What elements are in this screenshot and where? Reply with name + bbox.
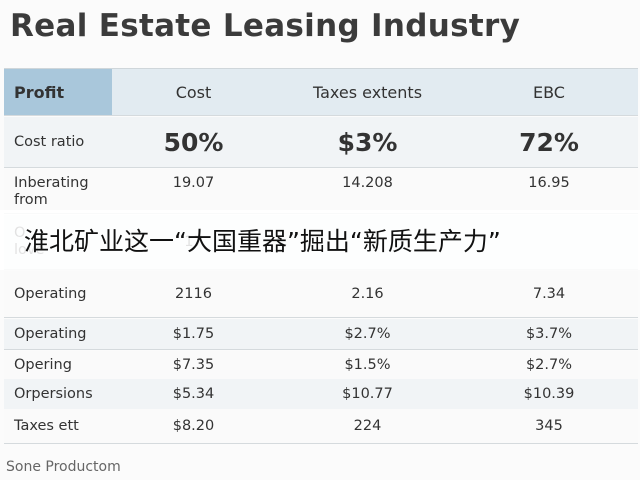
table-cell: 50% — [163, 127, 224, 157]
table-cell: Inberating from — [14, 175, 89, 208]
table-cell: $8.20 — [172, 418, 215, 434]
header-cell: Taxes extents — [312, 82, 423, 102]
header-cell: Profit — [4, 69, 112, 115]
table-cell: 14.208 — [342, 175, 393, 191]
table-row: Operating 2116 2.16 7.34 — [4, 271, 638, 318]
table-cell: Operating — [14, 325, 87, 342]
table-row: Inberating from 19.07 14.208 16.95 — [4, 169, 638, 214]
table-cell: $10.77 — [342, 386, 393, 402]
table-cell: 2.16 — [351, 286, 384, 302]
table-cell: $2.7% — [525, 357, 573, 373]
header-row: Profit Cost Taxes extents EBC — [4, 69, 638, 116]
table-cell: $3% — [337, 127, 398, 157]
header-cell: EBC — [533, 82, 565, 102]
table-row: Cost ratio 50% $3% 72% — [4, 117, 638, 168]
table-cell: $2.7% — [344, 326, 391, 342]
table-cell: 224 — [353, 418, 382, 434]
table-cell: $5.34 — [172, 386, 215, 402]
table-cell: $10.39 — [523, 386, 575, 402]
table-cell: 72% — [519, 127, 579, 157]
table-cell: Cost ratio — [14, 133, 85, 150]
title: Real Estate Leasing Industry — [10, 8, 521, 44]
table-cell: $1.75 — [172, 326, 215, 342]
table-row: Opering $7.35 $1.5% $2.7% — [4, 351, 638, 380]
table-cell: $3.7% — [525, 326, 573, 342]
table-cell: Opering — [14, 356, 72, 373]
table-cell: $1.5% — [344, 357, 391, 373]
table-cell: 7.34 — [532, 286, 566, 302]
header-cell: Cost — [175, 82, 212, 102]
table-cell: Operating — [14, 285, 87, 302]
table-row: Operating $1.75 $2.7% $3.7% — [4, 319, 638, 350]
table-cell: 345 — [535, 418, 563, 434]
table-cell: 16.95 — [528, 175, 570, 191]
table-row: Orpersions $5.34 $10.77 $10.39 — [4, 379, 638, 410]
table-row: Taxes ett $8.20 224 345 — [4, 409, 638, 444]
footer: Sone Productom — [6, 459, 121, 475]
table-cell: $7.35 — [172, 357, 215, 373]
table-cell: Taxes ett — [14, 417, 79, 434]
table-cell: Orpersions — [14, 385, 93, 402]
table-cell: 19.07 — [172, 175, 215, 191]
caption-banner: 淮北矿业这一“大国重器”掘出“新质生产力” — [0, 210, 640, 270]
table-cell: 2116 — [175, 286, 212, 302]
